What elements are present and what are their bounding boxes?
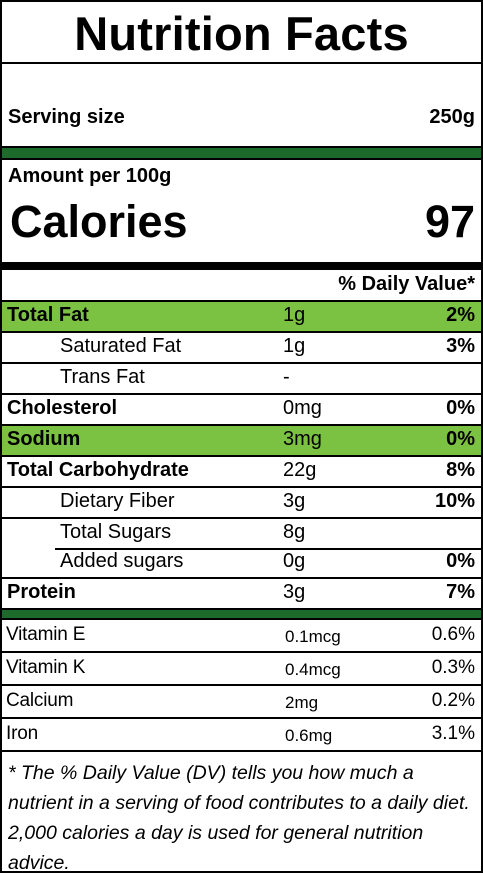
calories-label: Calories bbox=[10, 196, 188, 247]
vitamin-amount: 0.1mcg bbox=[285, 627, 341, 646]
vitamin-amount: 0.6mg bbox=[285, 726, 333, 745]
vitamin-name: Iron bbox=[6, 723, 38, 744]
nutrient-row-protein: Protein 3g 7% bbox=[2, 579, 481, 610]
nutrient-row-dietary-fiber: Dietary Fiber 3g 10% bbox=[2, 488, 481, 519]
label-title: Nutrition Facts bbox=[2, 2, 481, 64]
nutrient-row-cholesterol: Cholesterol 0mg 0% bbox=[2, 395, 481, 426]
divider-thick bbox=[2, 148, 481, 160]
vitamin-row-vitamin-e: Vitamin E 0.1mcg 0.6% bbox=[2, 620, 481, 653]
nutrient-dv: 8% bbox=[446, 459, 475, 481]
vitamin-name: Vitamin E bbox=[6, 624, 86, 645]
nutrient-name: Total Sugars bbox=[60, 521, 172, 543]
nutrient-name: Cholesterol bbox=[7, 397, 118, 419]
nutrient-amount: 1g bbox=[283, 304, 306, 326]
nutrient-dv: 3% bbox=[446, 335, 475, 357]
nutrient-row-trans-fat: Trans Fat - bbox=[2, 364, 481, 395]
vitamin-row-iron: Iron 0.6mg 3.1% bbox=[2, 719, 481, 752]
nutrient-row-total-fat: Total Fat 1g 2% bbox=[2, 302, 481, 333]
nutrient-amount: 3mg bbox=[283, 428, 322, 450]
daily-value-header: % Daily Value* bbox=[2, 270, 481, 302]
nutrient-name: Protein bbox=[7, 581, 76, 603]
nutrient-name: Added sugars bbox=[60, 550, 184, 572]
serving-size-value: 250g bbox=[429, 106, 475, 128]
nutrient-dv: 0% bbox=[446, 428, 475, 450]
nutrient-amount: - bbox=[283, 366, 290, 388]
nutrient-name: Total Carbohydrate bbox=[7, 459, 189, 481]
nutrient-row-sodium: Sodium 3mg 0% bbox=[2, 426, 481, 457]
nutrient-amount: 0mg bbox=[283, 397, 322, 419]
calories-section: Amount per 100g Calories 97 bbox=[2, 160, 481, 264]
divider-medium bbox=[2, 264, 481, 270]
serving-size-row: Serving size 250g bbox=[2, 64, 481, 148]
nutrient-name: Sodium bbox=[7, 428, 81, 450]
nutrient-amount: 8g bbox=[283, 521, 306, 543]
nutrient-dv: 0% bbox=[446, 397, 475, 419]
nutrient-row-saturated-fat: Saturated Fat 1g 3% bbox=[2, 333, 481, 364]
nutrient-amount: 22g bbox=[283, 459, 317, 481]
amount-per-label: Amount per 100g bbox=[8, 165, 172, 187]
nutrient-name: Saturated Fat bbox=[60, 335, 182, 357]
nutrient-dv: 7% bbox=[446, 581, 475, 603]
vitamin-name: Vitamin K bbox=[6, 657, 86, 678]
vitamin-amount: 0.4mcg bbox=[285, 660, 341, 679]
vitamin-name: Calcium bbox=[6, 690, 74, 711]
footnote: * The % Daily Value (DV) tells you how m… bbox=[8, 762, 470, 873]
nutrient-row-total-sugars: Total Sugars 8g bbox=[2, 519, 481, 550]
vitamin-dv: 0.2% bbox=[431, 690, 475, 711]
nutrient-amount: 1g bbox=[283, 335, 306, 357]
nutrient-amount: 3g bbox=[283, 490, 306, 512]
vitamin-dv: 0.3% bbox=[431, 657, 475, 678]
vitamin-amount: 2mg bbox=[285, 693, 319, 712]
nutrient-amount: 0g bbox=[283, 550, 306, 572]
nutrient-name: Dietary Fiber bbox=[60, 490, 175, 512]
nutrient-amount: 3g bbox=[283, 581, 306, 603]
nutrient-dv: 10% bbox=[434, 490, 475, 512]
serving-size-label: Serving size bbox=[8, 106, 125, 128]
vitamin-row-vitamin-k: Vitamin K 0.4mcg 0.3% bbox=[2, 653, 481, 686]
nutrient-name: Trans Fat bbox=[60, 366, 145, 388]
daily-value-heading: % Daily Value* bbox=[338, 273, 475, 295]
calories-value: 97 bbox=[424, 196, 475, 247]
vitamin-dv: 0.6% bbox=[431, 624, 475, 645]
nutrient-dv: 0% bbox=[446, 550, 475, 572]
nutrient-row-added-sugars: Added sugars 0g 0% bbox=[2, 548, 481, 579]
nutrient-row-total-carbohydrate: Total Carbohydrate 22g 8% bbox=[2, 457, 481, 488]
divider-green bbox=[2, 610, 481, 620]
vitamin-dv: 3.1% bbox=[431, 723, 475, 744]
vitamin-row-calcium: Calcium 2mg 0.2% bbox=[2, 686, 481, 719]
nutrient-name: Total Fat bbox=[7, 304, 89, 326]
nutrient-dv: 2% bbox=[446, 304, 475, 326]
